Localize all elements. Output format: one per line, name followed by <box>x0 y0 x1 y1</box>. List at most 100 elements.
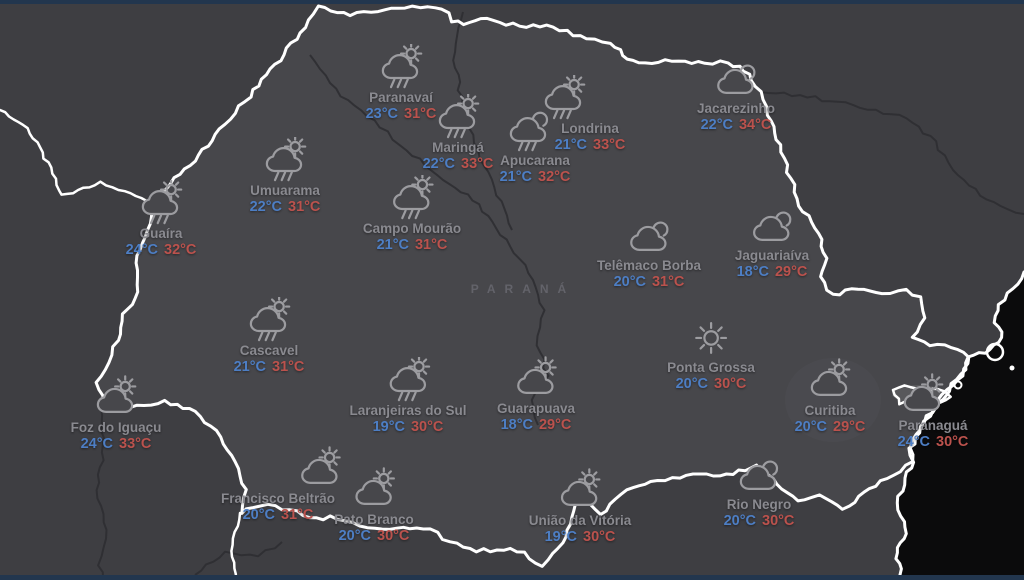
rain-sun-icon <box>349 355 466 403</box>
min-temp: 24°C <box>897 433 930 450</box>
cloud-icon <box>724 449 795 497</box>
cloud-sun-icon <box>263 443 377 491</box>
max-temp: 29°C <box>833 418 866 435</box>
city-temperatures: 21°C 31°C <box>363 237 461 254</box>
city-name: Rio Negro <box>726 497 792 512</box>
max-temp: 30°C <box>714 375 747 392</box>
rain-sun-icon <box>126 178 197 226</box>
max-temp: 32°C <box>164 241 197 258</box>
city-marker-paranagua[interactable]: Paranaguá 24°C 30°C <box>898 370 969 451</box>
city-marker-francisco-beltrao[interactable]: Francisco Beltrão 20°C 31°C <box>220 443 341 524</box>
rain-sun-icon <box>366 42 437 90</box>
min-temp: 20°C <box>675 375 708 392</box>
max-temp: 30°C <box>936 433 969 450</box>
cloud-sun-icon <box>888 370 959 418</box>
min-temp: 21°C <box>233 358 266 375</box>
min-temp: 18°C <box>736 263 769 280</box>
city-temperatures: 20°C 30°C <box>667 376 755 393</box>
bottom-edge-strip <box>0 575 1024 580</box>
cloud-sun-icon <box>529 465 632 513</box>
city-temperatures: 18°C 29°C <box>497 417 575 434</box>
city-marker-guaira[interactable]: Guaíra 24°C 32°C <box>126 178 197 259</box>
max-temp: 33°C <box>461 155 494 172</box>
max-temp: 31°C <box>414 236 448 253</box>
city-temperatures: 20°C 30°C <box>334 528 414 545</box>
top-edge-strip <box>0 0 1024 4</box>
city-temperatures: 20°C 30°C <box>724 513 795 530</box>
max-temp: 32°C <box>538 168 571 185</box>
cloud-sun-icon <box>795 355 866 403</box>
min-temp: 21°C <box>376 236 409 253</box>
city-name: Foz do Iguaçu <box>70 420 162 435</box>
city-temperatures: 22°C 31°C <box>250 199 321 216</box>
min-temp: 20°C <box>723 512 756 529</box>
city-temperatures: 19°C 30°C <box>349 419 466 436</box>
city-name: Paranaguá <box>898 418 968 433</box>
city-marker-uniao-da-vitoria[interactable]: União da Vitória 19°C 30°C <box>529 465 632 546</box>
rain-sun-icon <box>423 92 494 140</box>
max-temp: 29°C <box>538 416 572 433</box>
city-temperatures: 24°C 32°C <box>126 242 197 259</box>
city-marker-londrina[interactable]: Londrina 21°C 33°C <box>545 73 626 154</box>
max-temp: 31°C <box>272 358 305 375</box>
city-marker-laranjeiras-do-sul[interactable]: Laranjeiras do Sul 19°C 30°C <box>349 355 467 436</box>
city-marker-umuarama[interactable]: Umuarama 22°C 31°C <box>250 135 321 216</box>
city-marker-campo-mourao[interactable]: Campo Mourão 21°C 31°C <box>363 173 461 253</box>
min-temp: 20°C <box>242 506 275 523</box>
city-temperatures: 22°C 33°C <box>423 156 494 173</box>
city-name: Jaguariaíva <box>734 248 810 263</box>
max-temp: 30°C <box>410 418 444 435</box>
max-temp: 30°C <box>583 528 616 545</box>
rain-sun-icon <box>234 295 305 343</box>
max-temp: 31°C <box>404 105 437 122</box>
min-temp: 21°C <box>554 136 587 153</box>
city-temperatures: 24°C 33°C <box>71 436 162 453</box>
city-temperatures: 20°C 29°C <box>795 419 866 436</box>
city-temperatures: 18°C 29°C <box>735 264 809 281</box>
max-temp: 30°C <box>377 527 410 544</box>
min-temp: 24°C <box>125 241 158 258</box>
city-marker-rio-negro[interactable]: Rio Negro 20°C 30°C <box>724 449 795 530</box>
city-name: Cascavel <box>239 343 299 358</box>
city-name: Jacarezinho <box>696 101 776 116</box>
city-name: Guarapuava <box>496 401 576 416</box>
max-temp: 31°C <box>288 198 321 215</box>
city-temperatures: 21°C 33°C <box>555 137 626 154</box>
city-marker-maringa[interactable]: Maringá 22°C 33°C <box>423 92 494 173</box>
cloud-sun-icon <box>71 372 162 420</box>
city-name: Francisco Beltrão <box>220 491 336 506</box>
sun-icon <box>667 312 755 360</box>
cloud-icon <box>697 53 775 101</box>
city-marker-paranavai[interactable]: Paranavaí 23°C 31°C <box>365 42 437 122</box>
max-temp: 29°C <box>774 263 808 280</box>
city-temperatures: 22°C 34°C <box>697 117 775 134</box>
city-temperatures: 20°C 31°C <box>221 507 335 524</box>
city-name: Pato Branco <box>334 512 414 527</box>
min-temp: 23°C <box>365 105 398 122</box>
city-marker-apucarana[interactable]: Apucarana 21°C 32°C <box>500 105 571 185</box>
city-marker-jacarezinho[interactable]: Jacarezinho 22°C 34°C <box>697 53 775 133</box>
city-marker-pato-branco[interactable]: Pato Branco 20°C 30°C <box>334 464 414 544</box>
city-name: Londrina <box>561 121 619 136</box>
city-temperatures: 20°C 31°C <box>597 274 701 291</box>
city-name: Guaíra <box>139 226 183 241</box>
max-temp: 31°C <box>651 273 685 290</box>
city-name: Ponta Grossa <box>667 360 755 375</box>
city-marker-foz-do-iguacu[interactable]: Foz do Iguaçu 24°C 33°C <box>70 372 162 453</box>
cloud-sun-icon <box>497 353 575 401</box>
city-marker-telemaco-borba[interactable]: Telêmaco Borba 20°C 31°C <box>597 210 701 290</box>
city-marker-ponta-grossa[interactable]: Ponta Grossa 20°C 30°C <box>667 312 755 392</box>
city-marker-cascavel[interactable]: Cascavel 21°C 31°C <box>233 295 305 375</box>
city-temperatures: 19°C 30°C <box>529 529 632 546</box>
city-temperatures: 24°C 30°C <box>898 434 969 451</box>
rain-sun-icon <box>363 173 461 221</box>
city-marker-jaguariaiva[interactable]: Jaguariaíva 18°C 29°C <box>735 200 809 280</box>
city-name: Campo Mourão <box>362 221 462 236</box>
city-marker-guarapuava[interactable]: Guarapuava 18°C 29°C <box>497 353 575 433</box>
min-temp: 18°C <box>500 416 533 433</box>
city-marker-curitiba[interactable]: Curitiba 20°C 29°C <box>795 355 866 436</box>
city-name: Paranavaí <box>369 90 433 105</box>
